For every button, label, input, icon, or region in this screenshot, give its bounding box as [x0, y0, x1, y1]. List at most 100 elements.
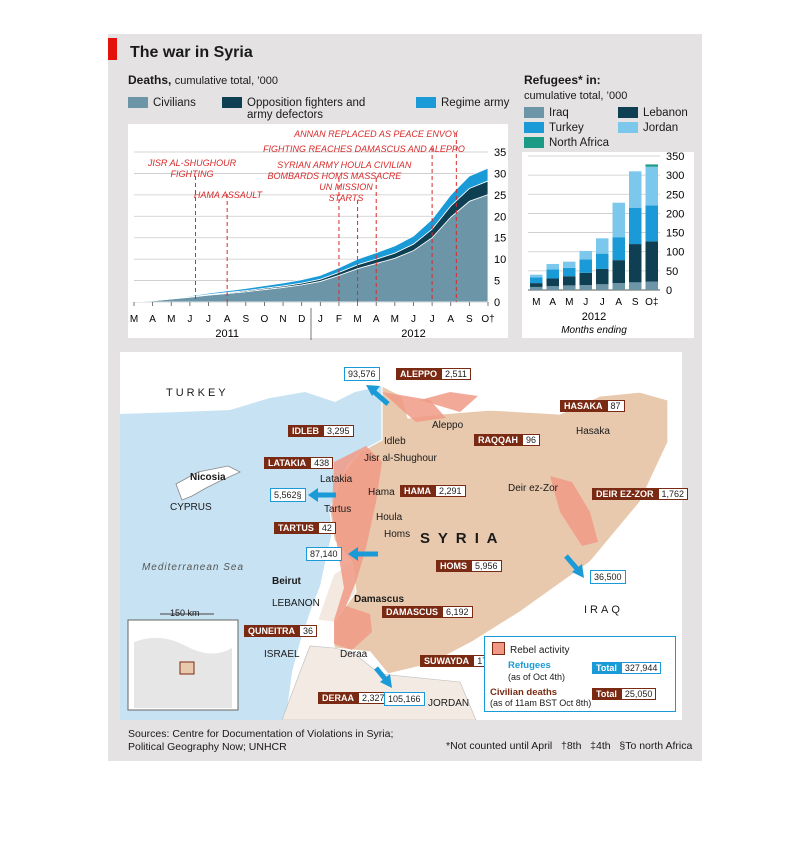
sea-label: Mediterranean Sea [141, 562, 245, 573]
y-tick-label: 5 [494, 276, 500, 288]
sources: Sources: Centre for Documentation of Vio… [128, 728, 394, 753]
annotation-label: SYRIAN ARMY [277, 160, 340, 170]
refugee-north-africa: 5,562§ [270, 488, 306, 502]
annotation-label: HOULA CIVILIAN [341, 160, 412, 170]
bar-segment [530, 286, 543, 290]
legend-label: Turkey [549, 122, 584, 134]
tag-name: TARTUS [274, 522, 318, 534]
city-idleb: Idleb [384, 436, 406, 447]
x-tick-label: J [318, 314, 323, 325]
deaths-subtitle: cumulative total, ’000 [174, 75, 279, 87]
page-title: The war in Syria [130, 44, 253, 61]
x-tick-label: S [466, 314, 473, 325]
bar-segment [546, 286, 559, 290]
tag-value: 3,295 [323, 425, 354, 437]
legend-turkey: Turkey [524, 122, 584, 134]
y-tick-label: 25 [494, 190, 506, 202]
rebel-area [420, 392, 478, 412]
tag-name: QUNEITRA [244, 625, 299, 637]
x-tick-label: A [549, 297, 556, 308]
x-tick-label: M [130, 314, 138, 325]
tag-value: 36 [299, 625, 318, 637]
city-houla: Houla [376, 512, 403, 523]
legend-label: Lebanon [643, 107, 688, 119]
y-tick-label: 250 [666, 189, 684, 201]
city-deir-ez-zor: Deir ez-Zor [508, 483, 559, 494]
x-tick-label: N [279, 314, 286, 325]
bar-segment [546, 269, 559, 279]
syria-shape [329, 385, 669, 675]
refugee-jordan: 105,166 [384, 692, 425, 706]
x-tick-label: D [298, 314, 305, 325]
legend-label: Iraq [549, 107, 569, 119]
tag-value: 42 [317, 522, 336, 534]
tag-name: HASAKA [560, 400, 607, 412]
tag-name: DERAA [318, 692, 359, 704]
x-tick-label: A [149, 314, 156, 325]
legend-jordan: Jordan [618, 122, 678, 134]
city-hasaka: Hasaka [576, 426, 610, 437]
deaths-title-text: Deaths, [128, 73, 172, 87]
total-label: Total [592, 688, 621, 700]
bar-segment [530, 277, 543, 284]
legend-regime: Regime army [416, 97, 509, 109]
annotation-label: ANNAN REPLACED AS PEACE ENVOY [293, 129, 459, 139]
arrow-iraq [564, 554, 580, 572]
refugee-lebanon: 87,140 [306, 547, 342, 561]
arrow-head [348, 547, 358, 561]
x-tick-label: J [187, 314, 192, 325]
tag-tartus: TARTUS 42 [274, 522, 336, 534]
tag-hasaka: HASAKA 87 [560, 400, 625, 412]
city-aleppo: Aleppo [432, 420, 464, 431]
x-tick-label: A [373, 314, 380, 325]
legend-swatch [618, 122, 638, 133]
bar-segment [579, 285, 592, 290]
y-tick-label: 50 [666, 266, 678, 278]
key-deaths: Civilian deaths [490, 687, 558, 698]
country-lebanon: LEBANON [272, 598, 320, 609]
x-tick-label: O [261, 314, 269, 325]
x-tick-label: J [430, 314, 435, 325]
y-tick-label: 100 [666, 247, 684, 259]
annotation-label: BOMBARDS HOMS [267, 171, 348, 181]
tag-value: 5,956 [471, 560, 502, 572]
country-iraq: IRAQ [584, 604, 623, 616]
country-syria: S Y R I A [420, 530, 500, 547]
bar-segment [645, 205, 658, 242]
y-tick-label: 300 [666, 170, 684, 182]
x-tick-label: S [242, 314, 249, 325]
tag-name: HOMS [436, 560, 471, 572]
bar-segment [579, 259, 592, 273]
legend-swatch [524, 122, 544, 133]
bar-segment [563, 261, 576, 268]
tag-hama: HAMA 2,291 [400, 485, 466, 497]
key-deaths-date: (as of 11am BST Oct 8th) [490, 698, 592, 708]
arrow-head [366, 385, 380, 396]
x-tick-label: J [206, 314, 211, 325]
x-tick-label: F [336, 314, 342, 325]
arrow-head [572, 564, 584, 578]
legend-lebanon: Lebanon [618, 107, 688, 119]
legend-label: Opposition fighters and army defectors [247, 97, 366, 121]
y-tick-label: 15 [494, 233, 506, 245]
annotation-label: FIGHTING [171, 169, 214, 179]
arrow-head [308, 488, 318, 502]
tag-value: 2,511 [441, 368, 471, 380]
tag-name: HAMA [400, 485, 435, 497]
x-tick-label: A [615, 297, 622, 308]
y-tick-label: 150 [666, 228, 684, 240]
locator-highlight [179, 661, 195, 675]
tag-quneitra: QUNEITRA 36 [244, 625, 318, 637]
tag-name: LATAKIA [264, 457, 311, 469]
country-turkey: TURKEY [166, 387, 229, 399]
tag-homs: HOMS 5,956 [436, 560, 502, 572]
scale-label: 150 km [170, 608, 200, 618]
bar-segment [645, 166, 658, 206]
legend-swatch [128, 97, 148, 108]
months-note: Months ending [561, 325, 627, 336]
y-tick-label: 0 [494, 297, 500, 309]
tag-value: 96 [522, 434, 541, 446]
x-tick-label: O‡ [645, 297, 658, 308]
y-tick-label: 30 [494, 168, 506, 180]
legend-label: Regime army [441, 97, 510, 109]
